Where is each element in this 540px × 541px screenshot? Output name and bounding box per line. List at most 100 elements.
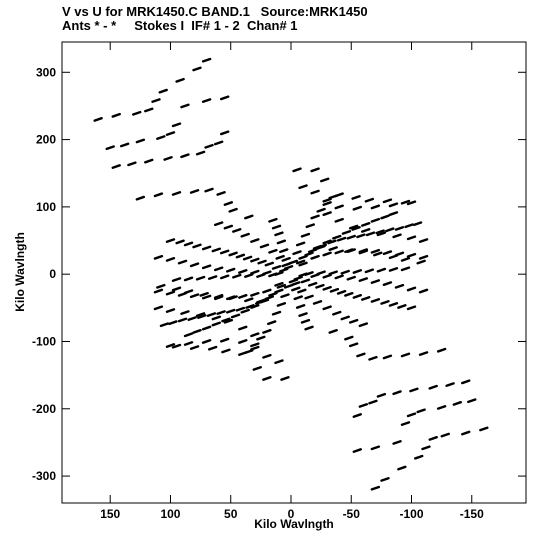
uv-point bbox=[201, 339, 212, 344]
uv-point bbox=[280, 376, 290, 381]
uv-point bbox=[418, 254, 429, 260]
plot-frame bbox=[61, 41, 527, 504]
uv-point bbox=[135, 195, 146, 201]
uv-point bbox=[216, 191, 226, 196]
uv-point bbox=[228, 207, 238, 213]
uv-point bbox=[220, 130, 230, 136]
uv-point bbox=[271, 265, 282, 270]
uv-point bbox=[356, 352, 366, 358]
x-axis-label: Kilo Wavlngth bbox=[254, 517, 334, 531]
uv-point bbox=[250, 291, 260, 297]
uv-point bbox=[404, 223, 414, 229]
x-tick-label: 150 bbox=[100, 507, 120, 521]
uv-point bbox=[213, 266, 224, 272]
uv-point bbox=[320, 177, 330, 183]
uv-point bbox=[300, 318, 311, 324]
uv-point bbox=[238, 339, 248, 344]
y-tick-label: 200 bbox=[36, 133, 56, 147]
uv-point bbox=[250, 238, 260, 243]
uv-point bbox=[344, 335, 354, 341]
uv-point bbox=[406, 235, 417, 241]
uv-point bbox=[300, 232, 311, 238]
uv-point bbox=[440, 432, 450, 438]
uv-point bbox=[163, 156, 173, 161]
uv-point bbox=[175, 239, 185, 245]
uv-point bbox=[183, 341, 194, 346]
uv-point bbox=[380, 300, 390, 305]
uv-point bbox=[274, 281, 284, 287]
uv-point bbox=[223, 318, 234, 324]
uv-point bbox=[394, 283, 405, 289]
uv-point bbox=[328, 328, 338, 334]
uv-point bbox=[382, 281, 393, 287]
uv-point bbox=[153, 254, 164, 260]
uv-point bbox=[334, 192, 344, 198]
uv-point bbox=[461, 430, 471, 436]
uv-point bbox=[232, 228, 242, 233]
uv-point bbox=[242, 255, 253, 261]
uv-point bbox=[268, 217, 278, 223]
y-tick-label: -100 bbox=[32, 334, 56, 348]
uv-point bbox=[264, 295, 274, 301]
uv-point bbox=[376, 267, 387, 273]
uv-point bbox=[298, 312, 308, 317]
uv-point bbox=[257, 259, 267, 265]
uv-point bbox=[414, 454, 424, 460]
uv-point bbox=[297, 288, 307, 294]
uv-point bbox=[245, 304, 255, 309]
uv-point bbox=[171, 277, 182, 282]
uv-point bbox=[397, 304, 407, 309]
uv-point bbox=[373, 251, 383, 257]
uv-point bbox=[351, 226, 361, 231]
y-axis-label: Kilo Wavlngth bbox=[13, 232, 27, 312]
uv-point bbox=[180, 153, 190, 159]
uv-point bbox=[310, 214, 320, 220]
uv-point bbox=[144, 158, 154, 164]
uv-point bbox=[165, 308, 176, 313]
uv-point bbox=[418, 288, 429, 294]
uv-point bbox=[322, 211, 332, 217]
uv-point bbox=[192, 328, 202, 334]
uv-point bbox=[328, 246, 338, 252]
uv-point bbox=[328, 270, 338, 276]
uv-point bbox=[211, 321, 221, 327]
y-tick-label: -200 bbox=[32, 402, 56, 416]
uv-point bbox=[322, 285, 332, 291]
uv-point bbox=[223, 224, 234, 230]
uv-point bbox=[352, 269, 362, 274]
uv-point bbox=[421, 445, 431, 451]
uv-point bbox=[279, 248, 289, 254]
uv-point bbox=[267, 320, 277, 326]
uv-point bbox=[307, 248, 318, 254]
uv-point bbox=[394, 226, 405, 231]
uv-point bbox=[400, 256, 411, 262]
uv-point bbox=[334, 217, 344, 223]
uv-point bbox=[428, 435, 438, 441]
uv-point bbox=[312, 300, 323, 305]
uv-point bbox=[370, 217, 381, 223]
uv-point bbox=[392, 233, 402, 239]
uv-point bbox=[119, 142, 130, 148]
uv-point bbox=[153, 192, 164, 198]
uv-point bbox=[274, 288, 284, 294]
uv-point bbox=[165, 131, 176, 136]
uv-point bbox=[183, 276, 194, 282]
uv-point bbox=[111, 164, 121, 169]
uv-point bbox=[346, 234, 356, 240]
uv-point bbox=[204, 187, 214, 193]
uv-point bbox=[400, 352, 411, 358]
uv-point bbox=[165, 238, 176, 243]
uv-point bbox=[201, 98, 212, 103]
uv-point bbox=[295, 259, 306, 265]
uv-point bbox=[153, 305, 164, 311]
uv-point bbox=[291, 286, 301, 292]
uv-point bbox=[397, 465, 407, 471]
uv-point bbox=[238, 293, 248, 299]
uv-point bbox=[334, 274, 344, 280]
uv-point bbox=[467, 398, 477, 404]
uv-point bbox=[288, 259, 299, 265]
uv-point bbox=[295, 241, 306, 247]
uv-point bbox=[201, 57, 212, 63]
uv-point bbox=[336, 236, 347, 242]
